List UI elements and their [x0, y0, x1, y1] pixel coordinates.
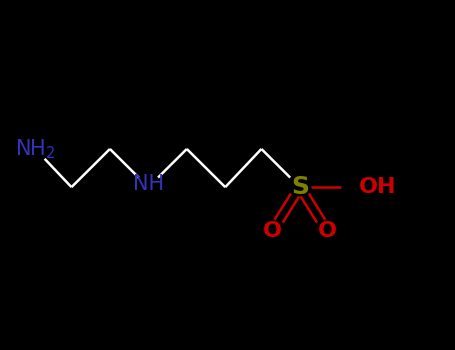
Text: O: O: [318, 220, 337, 240]
Text: O: O: [263, 220, 282, 240]
Text: OH: OH: [359, 177, 396, 197]
Text: S: S: [291, 175, 309, 199]
Text: NH$_2$: NH$_2$: [15, 137, 56, 161]
Text: NH: NH: [133, 174, 164, 194]
